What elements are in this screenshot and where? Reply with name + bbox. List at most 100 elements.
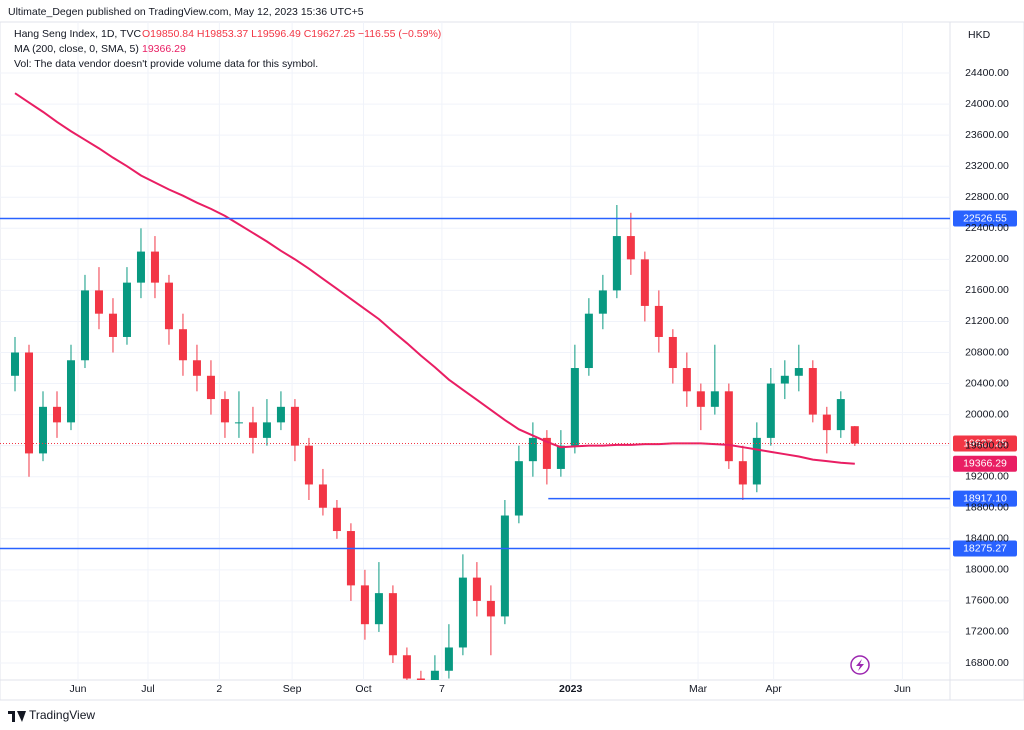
candle-body [542, 437, 551, 469]
candle-body [206, 375, 215, 400]
price-tag [953, 435, 1017, 452]
legend-title: Hang Seng Index, 1D, TVC [14, 28, 141, 40]
candle-body [248, 422, 257, 438]
x-tick-label: Jul [141, 683, 154, 695]
candle-body [654, 305, 663, 337]
candle-body [472, 577, 481, 601]
ma-legend-value: 19366.29 [142, 43, 186, 55]
candle-body [192, 360, 201, 376]
candle-body [122, 282, 131, 337]
y-tick-label: 16800.00 [965, 657, 1009, 669]
candle-body [276, 406, 285, 423]
candle-body [738, 461, 747, 485]
candle-body [94, 290, 103, 314]
x-tick-label: 2023 [559, 683, 583, 695]
candle-body [402, 655, 411, 679]
alert-icon[interactable] [850, 655, 870, 675]
candle-body [724, 391, 733, 462]
y-tick-label: 20400.00 [965, 377, 1009, 389]
x-tick-label: Mar [689, 683, 708, 695]
candle-body [136, 251, 145, 283]
candle-body [304, 445, 313, 485]
x-tick-label: 2 [216, 683, 222, 695]
candle-body [836, 399, 845, 431]
price-tag-label: 18917.10 [963, 492, 1007, 504]
candle-body [80, 290, 89, 361]
candle-body [794, 368, 803, 376]
candle-body [598, 290, 607, 314]
price-tag [953, 210, 1017, 227]
ma-legend: MA (200, close, 0, SMA, 5) [14, 43, 139, 55]
candle-body [752, 437, 761, 485]
y-tick-label: 18800.00 [965, 502, 1009, 514]
candle-body [38, 406, 47, 454]
x-tick-label: 7 [439, 683, 445, 695]
x-tick-label: Jun [70, 683, 87, 695]
y-tick-label: 19600.00 [965, 439, 1009, 451]
candle-body [556, 445, 565, 469]
candle-body [220, 399, 229, 423]
alert-bolt [856, 659, 864, 671]
y-tick-label: 20000.00 [965, 408, 1009, 420]
candle-body [682, 368, 691, 392]
y-tick-label: 18000.00 [965, 564, 1009, 576]
y-tick-label: 19200.00 [965, 470, 1009, 482]
price-tag-label: 18275.27 [963, 542, 1007, 554]
candle-body [668, 336, 677, 369]
price-tag [953, 490, 1017, 507]
candle-body [66, 360, 75, 423]
last-price-label: 19627.25 [963, 437, 1007, 449]
y-tick-label: 21200.00 [965, 315, 1009, 327]
plot [0, 92, 950, 680]
y-tick-label: 23600.00 [965, 129, 1009, 141]
candle-body [52, 406, 61, 423]
y-tick-label: 22800.00 [965, 191, 1009, 203]
currency: HKD [968, 29, 991, 41]
currency-bg [952, 24, 1022, 44]
candle-body [360, 585, 369, 625]
x-tick-label: Oct [355, 683, 371, 695]
candle-body [10, 352, 19, 376]
candle-body [346, 531, 355, 586]
x-tick-label: Jun [894, 683, 911, 695]
legend-ohlc: O19850.84 H19853.37 L19596.49 C19627.25 … [142, 28, 441, 40]
candle-body [458, 577, 467, 648]
y-tick-label: 21600.00 [965, 284, 1009, 296]
y-tick-label: 24000.00 [965, 98, 1009, 110]
x-tick-label: Sep [283, 683, 302, 695]
candle-body [444, 647, 453, 671]
candle-body [766, 383, 775, 438]
candle-body [626, 236, 635, 260]
grid [0, 22, 950, 680]
candle-body [374, 593, 383, 625]
candle-body [780, 375, 789, 384]
frame [0, 21, 1024, 701]
candle-body [388, 593, 397, 656]
candle-body [234, 422, 243, 424]
candle-body [150, 251, 159, 283]
overlay: 22526.55 18917.10 18275.27 19627.25 19366.29 [953, 210, 1017, 557]
candle-body [808, 368, 817, 415]
byline: Ultimate_Degen published on TradingView.… [8, 6, 364, 18]
candle-body [262, 422, 271, 438]
price-tag-label: 22526.55 [963, 212, 1007, 224]
candle-body [108, 313, 117, 337]
logo [8, 711, 26, 722]
y-tick-label: 22000.00 [965, 253, 1009, 265]
volume-note: Vol: The data vendor doesn't provide vol… [14, 58, 318, 70]
candle-body [416, 678, 425, 680]
candle-body [164, 282, 173, 330]
candle-body [290, 406, 299, 446]
candle-body [486, 600, 495, 617]
candle-body [500, 515, 509, 617]
y-tick-label: 24400.00 [965, 67, 1009, 79]
price-tag [953, 455, 1017, 472]
price-tag [953, 540, 1017, 557]
candle-body [612, 236, 621, 291]
y-tick-label: 17600.00 [965, 595, 1009, 607]
candle-body [710, 391, 719, 407]
ma-price-label: 19366.29 [963, 458, 1007, 470]
candle-body [332, 507, 341, 532]
brand: TradingView [29, 708, 95, 722]
